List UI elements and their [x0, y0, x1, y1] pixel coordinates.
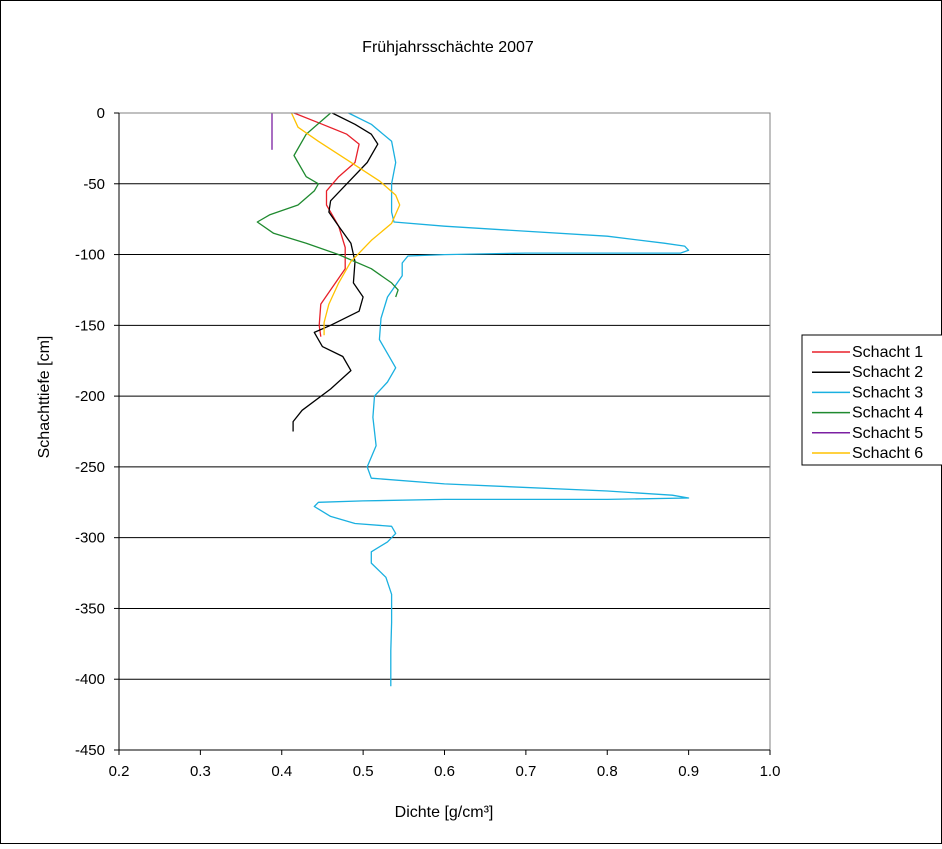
- series-line-1: [293, 112, 360, 337]
- y-tick-label-4: -200: [75, 388, 105, 405]
- x-tick-label-1: 0.3: [190, 763, 211, 780]
- legend-box: [801, 334, 942, 466]
- x-axis-label: Dichte [g/cm³]: [395, 804, 494, 821]
- x-tick-labels: 0.2 0.3 0.4 0.5 0.6 0.7 0.8 0.9 1.0: [109, 763, 781, 780]
- y-tick-label-0: 0: [97, 105, 105, 122]
- y-tick-label-1: -50: [83, 176, 105, 193]
- y-tick-label-3: -150: [75, 317, 105, 334]
- x-tick-label-5: 0.7: [515, 763, 536, 780]
- legend-label-6: Schacht 6: [852, 445, 923, 462]
- series-line-6: [290, 112, 401, 336]
- x-tick-label-3: 0.5: [353, 763, 374, 780]
- x-tick-label-6: 0.8: [597, 763, 618, 780]
- x-tick-label-4: 0.6: [434, 763, 455, 780]
- chart-title: Frühjahrsschächte 2007: [362, 39, 534, 56]
- series-line-4: [256, 112, 399, 298]
- legend-label-2: Schacht 2: [852, 364, 923, 381]
- y-tick-label-8: -400: [75, 671, 105, 688]
- y-tick-label-2: -100: [75, 247, 105, 264]
- axes: [114, 112, 771, 755]
- y-tick-labels: 0 -50 -100 -150 -200 -250 -300 -350 -400 -450: [75, 105, 105, 759]
- legend-label-3: Schacht 3: [852, 384, 923, 401]
- x-tick-label-8: 1.0: [760, 763, 781, 780]
- x-tick-label-0: 0.2: [109, 763, 130, 780]
- legend-label-5: Schacht 5: [852, 425, 923, 442]
- legend-label-1: Schacht 1: [852, 344, 923, 361]
- y-tick-label-5: -250: [75, 459, 105, 476]
- y-tick-label-7: -350: [75, 600, 105, 617]
- series-line-2: [292, 112, 379, 432]
- series-layer: [256, 112, 690, 687]
- legend-label-4: Schacht 4: [852, 405, 923, 422]
- series-line-3: [313, 112, 690, 687]
- y-tick-label-9: -450: [75, 742, 105, 759]
- x-tick-label-7: 0.9: [678, 763, 699, 780]
- gridlines: [119, 112, 770, 680]
- y-tick-label-6: -300: [75, 530, 105, 547]
- legend: Schacht 1 Schacht 2 Schacht 3 Schacht 4 Scha…: [801, 334, 942, 466]
- y-axis-label: Schachttiefe [cm]: [36, 336, 53, 459]
- x-tick-label-2: 0.4: [271, 763, 292, 780]
